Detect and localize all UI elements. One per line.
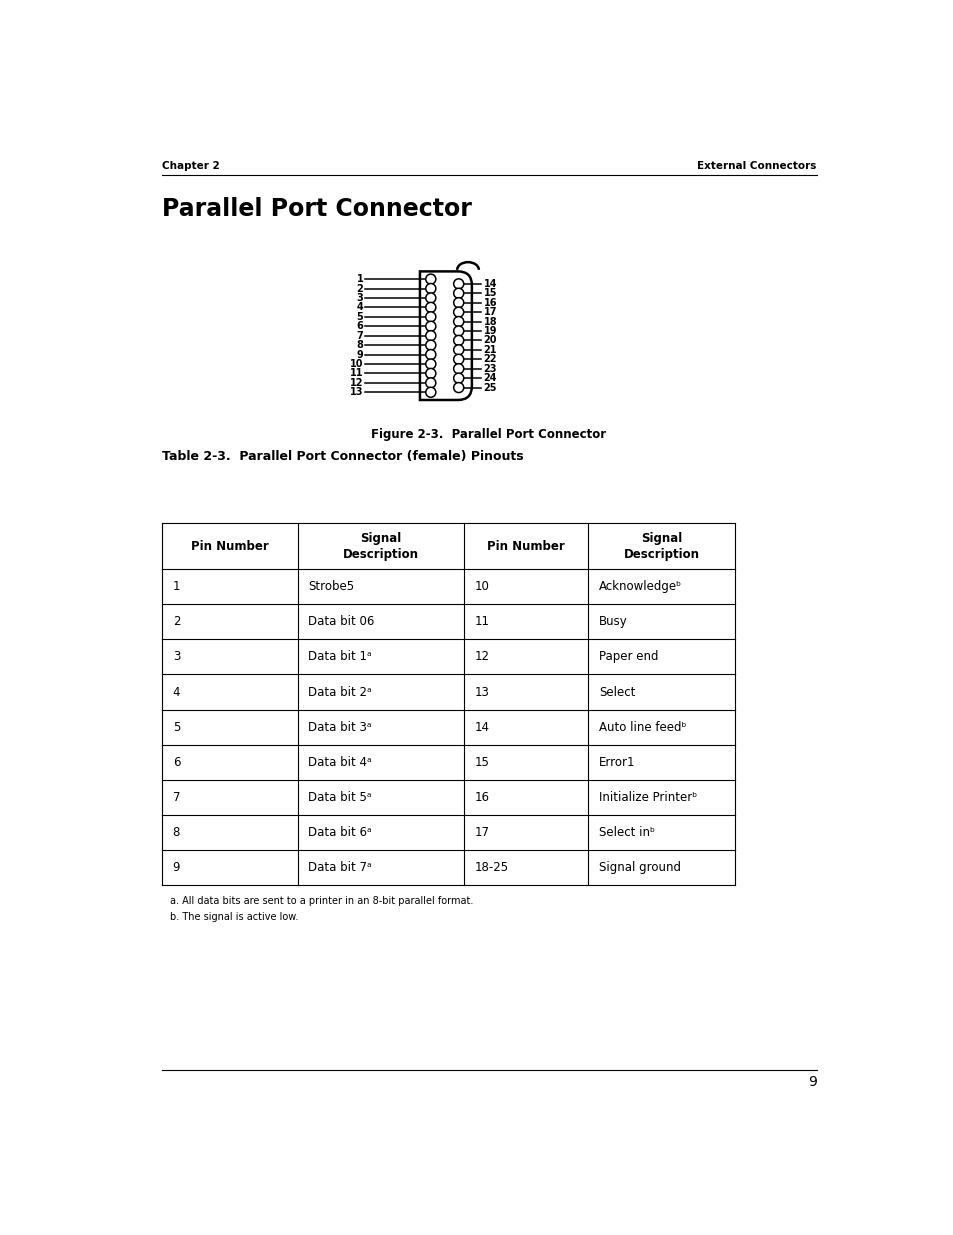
Text: 20: 20 <box>483 336 497 346</box>
Text: Paper end: Paper end <box>598 651 658 663</box>
Text: 2: 2 <box>172 615 180 629</box>
Circle shape <box>425 331 436 341</box>
Circle shape <box>454 373 463 383</box>
Circle shape <box>425 340 436 351</box>
Text: 7: 7 <box>356 331 363 341</box>
Text: 13: 13 <box>475 685 489 699</box>
Text: Figure 2-3.  Parallel Port Connector: Figure 2-3. Parallel Port Connector <box>371 427 606 441</box>
Circle shape <box>425 293 436 303</box>
Text: Busy: Busy <box>598 615 627 629</box>
Circle shape <box>425 378 436 388</box>
Text: Pin Number: Pin Number <box>191 540 269 553</box>
Text: 4: 4 <box>356 303 363 312</box>
Text: Chapter 2: Chapter 2 <box>162 162 219 172</box>
Text: 1: 1 <box>356 274 363 284</box>
Text: b. The signal is active low.: b. The signal is active low. <box>170 911 297 921</box>
Text: 12: 12 <box>475 651 490 663</box>
Text: 11: 11 <box>475 615 490 629</box>
Circle shape <box>425 359 436 369</box>
Text: 9: 9 <box>807 1074 816 1088</box>
Text: 14: 14 <box>475 720 490 734</box>
Text: 2: 2 <box>356 284 363 294</box>
Circle shape <box>454 308 463 317</box>
Text: 16: 16 <box>475 790 490 804</box>
Text: 3: 3 <box>172 651 180 663</box>
Text: 1: 1 <box>172 580 180 593</box>
Circle shape <box>454 316 463 326</box>
Text: 11: 11 <box>350 368 363 378</box>
Text: Signal
Description: Signal Description <box>623 532 699 561</box>
Circle shape <box>454 326 463 336</box>
Text: 12: 12 <box>350 378 363 388</box>
Circle shape <box>425 311 436 322</box>
Text: 19: 19 <box>483 326 497 336</box>
Text: 7: 7 <box>172 790 180 804</box>
Circle shape <box>454 336 463 346</box>
Text: 17: 17 <box>475 826 490 839</box>
Text: 15: 15 <box>475 756 489 768</box>
Text: 8: 8 <box>172 826 180 839</box>
Circle shape <box>454 298 463 308</box>
Text: 22: 22 <box>483 354 497 364</box>
Text: 5: 5 <box>356 311 363 322</box>
Text: Select: Select <box>598 685 635 699</box>
Circle shape <box>425 303 436 312</box>
Text: 18-25: 18-25 <box>475 861 509 873</box>
Text: Data bit 5ᵃ: Data bit 5ᵃ <box>308 790 372 804</box>
Circle shape <box>454 354 463 364</box>
Text: 8: 8 <box>356 340 363 351</box>
Text: Signal ground: Signal ground <box>598 861 680 873</box>
Text: External Connectors: External Connectors <box>697 162 816 172</box>
Text: 21: 21 <box>483 345 497 354</box>
Text: 9: 9 <box>356 350 363 359</box>
Text: 6: 6 <box>356 321 363 331</box>
Text: 6: 6 <box>172 756 180 768</box>
Circle shape <box>425 321 436 331</box>
Text: Error1: Error1 <box>598 756 635 768</box>
Text: Table 2-3.  Parallel Port Connector (female) Pinouts: Table 2-3. Parallel Port Connector (fema… <box>162 450 523 463</box>
Text: 13: 13 <box>350 388 363 398</box>
Text: 9: 9 <box>172 861 180 873</box>
Text: 18: 18 <box>483 316 497 326</box>
Circle shape <box>454 383 463 393</box>
Circle shape <box>425 274 436 284</box>
Text: Parallel Port Connector: Parallel Port Connector <box>162 196 471 221</box>
Text: Signal
Description: Signal Description <box>342 532 418 561</box>
Text: Select inᵇ: Select inᵇ <box>598 826 655 839</box>
Text: 15: 15 <box>483 288 497 298</box>
Circle shape <box>454 288 463 299</box>
Text: Data bit 7ᵃ: Data bit 7ᵃ <box>308 861 372 873</box>
Text: 16: 16 <box>483 298 497 308</box>
Text: Data bit 1ᵃ: Data bit 1ᵃ <box>308 651 372 663</box>
Circle shape <box>454 345 463 354</box>
Text: 5: 5 <box>172 720 180 734</box>
Text: 4: 4 <box>172 685 180 699</box>
Text: 14: 14 <box>483 279 497 289</box>
Text: Strobe5: Strobe5 <box>308 580 355 593</box>
Text: 25: 25 <box>483 383 497 393</box>
Text: 10: 10 <box>475 580 489 593</box>
Circle shape <box>454 363 463 374</box>
Text: 24: 24 <box>483 373 497 383</box>
Text: Auto line feedᵇ: Auto line feedᵇ <box>598 720 686 734</box>
Text: Acknowledgeᵇ: Acknowledgeᵇ <box>598 580 681 593</box>
Circle shape <box>425 388 436 398</box>
Text: Data bit 06: Data bit 06 <box>308 615 375 629</box>
Text: Data bit 2ᵃ: Data bit 2ᵃ <box>308 685 372 699</box>
Text: 3: 3 <box>356 293 363 303</box>
Text: Initialize Printerᵇ: Initialize Printerᵇ <box>598 790 697 804</box>
Circle shape <box>425 284 436 294</box>
Text: a. All data bits are sent to a printer in an 8-bit parallel format.: a. All data bits are sent to a printer i… <box>170 897 473 906</box>
Text: Pin Number: Pin Number <box>487 540 564 553</box>
Text: Data bit 3ᵃ: Data bit 3ᵃ <box>308 720 372 734</box>
Circle shape <box>454 279 463 289</box>
Circle shape <box>425 350 436 359</box>
PathPatch shape <box>419 272 472 400</box>
Text: 10: 10 <box>350 359 363 369</box>
Circle shape <box>425 368 436 378</box>
Text: 23: 23 <box>483 364 497 374</box>
Text: 17: 17 <box>483 308 497 317</box>
Text: Data bit 4ᵃ: Data bit 4ᵃ <box>308 756 372 768</box>
Text: Data bit 6ᵃ: Data bit 6ᵃ <box>308 826 372 839</box>
